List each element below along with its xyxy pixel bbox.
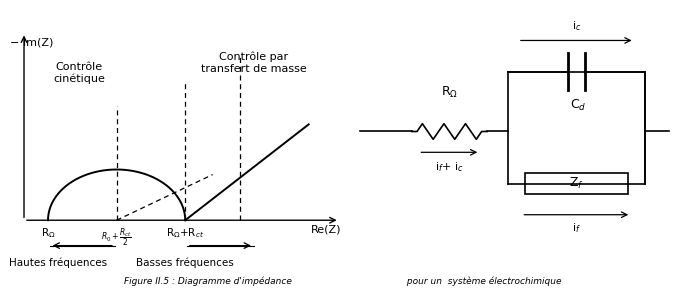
Text: i$_c$: i$_c$	[571, 19, 581, 33]
Text: $R_0+\dfrac{R_{ct}}{2}$: $R_0+\dfrac{R_{ct}}{2}$	[101, 227, 132, 249]
Text: i$_f$: i$_f$	[572, 221, 580, 235]
Bar	[525, 173, 628, 194]
Text: Figure II.5 : Diagramme d'impédance                                        pour : Figure II.5 : Diagramme d'impédance pour	[124, 277, 562, 286]
Text: Hautes fréquences: Hautes fréquences	[9, 257, 108, 268]
Text: i$_f$+ i$_c$: i$_f$+ i$_c$	[435, 160, 464, 174]
Text: R$_\Omega$: R$_\Omega$	[441, 85, 458, 100]
Text: Basses fréquences: Basses fréquences	[137, 257, 234, 268]
Text: C$_d$: C$_d$	[570, 98, 586, 113]
Text: R$_\Omega$: R$_\Omega$	[40, 227, 56, 240]
Text: Z$_f$: Z$_f$	[569, 176, 584, 191]
Text: Contrôle
cinétique: Contrôle cinétique	[53, 62, 105, 84]
Text: Re(Z): Re(Z)	[311, 225, 342, 235]
Text: − Im(Z): − Im(Z)	[10, 38, 53, 48]
Text: Contrôle par
transfert de masse: Contrôle par transfert de masse	[201, 52, 307, 74]
Text: R$_\Omega$+R$_{ct}$: R$_\Omega$+R$_{ct}$	[166, 227, 204, 240]
